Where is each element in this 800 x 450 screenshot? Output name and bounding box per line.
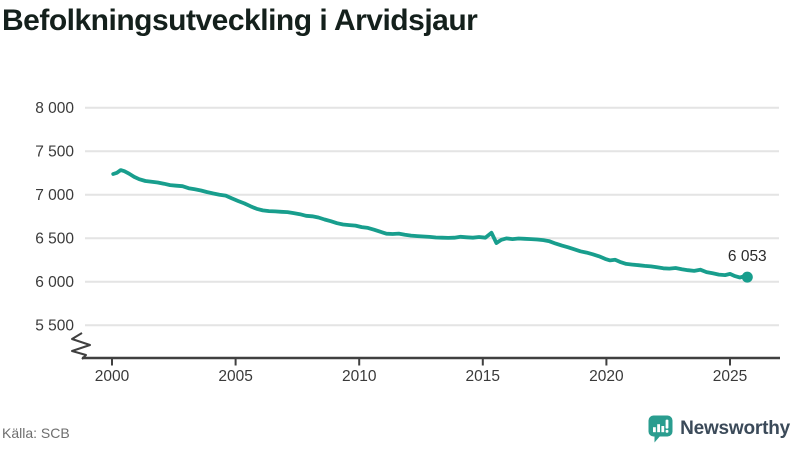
logo-bubble-shape	[648, 415, 673, 437]
y-tick-label: 7 500	[35, 144, 74, 161]
newsworthy-chart-bubble-icon	[648, 415, 673, 443]
y-tick-label: 7 000	[35, 187, 74, 204]
x-tick-label: 2025	[713, 368, 747, 385]
y-tick-label: 5 500	[35, 318, 74, 335]
logo-bar-1	[653, 427, 656, 433]
logo-bar-3	[661, 426, 665, 433]
y-axis-break-icon	[71, 332, 91, 360]
x-tick-label: 2000	[95, 368, 130, 385]
page-title: Befolkningsutveckling i Arvidsjaur	[2, 4, 478, 37]
newsworthy-logo[interactable]: Newsworthy	[648, 415, 790, 443]
y-tick-label: 6 500	[35, 231, 74, 248]
source-label: Källa: SCB	[2, 425, 70, 441]
logo-bubble-tail	[654, 435, 662, 443]
y-tick-label: 8 000	[35, 100, 74, 117]
newsworthy-logo-text: Newsworthy	[680, 418, 790, 439]
x-tick-label: 2015	[466, 368, 500, 385]
population-series-line	[111, 168, 750, 280]
y-tick-label: 6 000	[35, 274, 74, 291]
logo-exclamation-stem	[665, 419, 669, 429]
logo-exclamation-dot	[665, 429, 669, 433]
x-tick-label: 2005	[218, 368, 252, 385]
end-value-label: 6 053	[728, 248, 767, 265]
end-point-dot	[741, 271, 753, 283]
x-tick-label: 2020	[589, 368, 624, 385]
x-tick-label: 2010	[342, 368, 377, 385]
logo-bar-2	[657, 424, 661, 433]
